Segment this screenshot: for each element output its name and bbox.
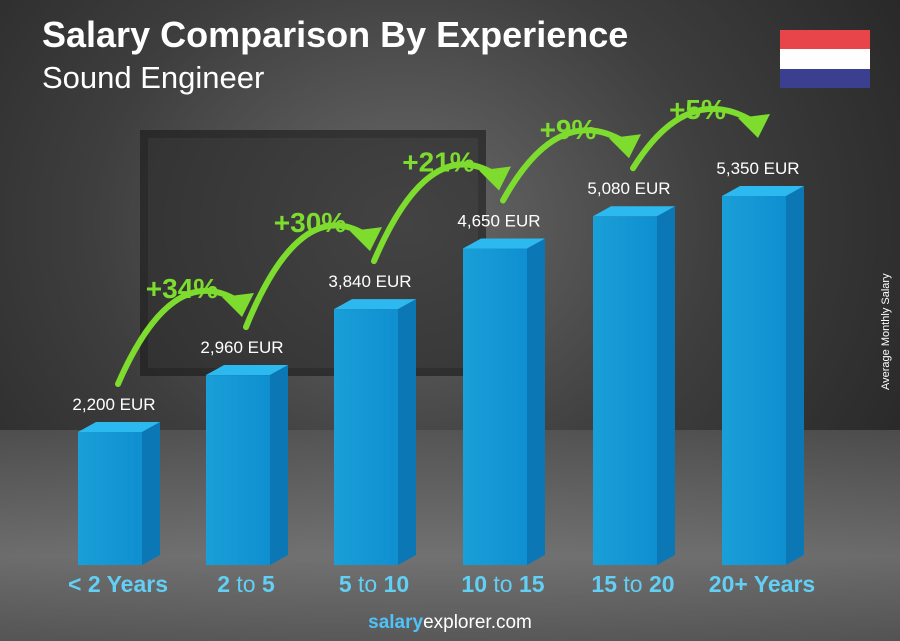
value-label: 5,350 EUR	[716, 159, 799, 178]
category-part: 15	[519, 571, 545, 597]
arrow-head	[222, 293, 254, 318]
category-part: < 2 Years	[68, 571, 168, 597]
category-part: to	[230, 571, 262, 597]
category-part: 10	[384, 571, 410, 597]
category-label: 2 to 5	[217, 571, 275, 597]
category-part: 5	[339, 571, 352, 597]
category-label: 10 to 15	[461, 571, 544, 597]
category-part: 15	[591, 571, 617, 597]
arrow-head	[609, 134, 641, 159]
bar-front	[334, 309, 398, 565]
category-label: 15 to 20	[591, 571, 674, 597]
arrow-head	[350, 227, 382, 252]
increase-arrow	[630, 105, 757, 172]
value-label: 4,650 EUR	[457, 211, 540, 230]
category-part: 2	[217, 571, 230, 597]
netherlands-flag-icon	[780, 30, 870, 88]
background-monitor	[140, 130, 486, 376]
bar-side	[270, 365, 288, 565]
value-label: 2,960 EUR	[200, 338, 283, 357]
bar-front	[463, 248, 527, 565]
bar-side	[398, 299, 416, 565]
increase-arrow	[115, 288, 241, 387]
brand-salary: salary	[368, 612, 424, 633]
category-part: 5	[262, 571, 275, 597]
category-part: to	[487, 571, 519, 597]
bar-side	[142, 422, 160, 565]
flag-stripe-blue	[780, 68, 870, 88]
flag-stripe-red	[780, 30, 870, 50]
category-part: to	[352, 571, 384, 597]
chart-subtitle: Sound Engineer	[42, 60, 265, 95]
category-part: 10	[461, 571, 487, 597]
category-label: 5 to 10	[339, 571, 409, 597]
category-label: 20+ Years	[709, 571, 815, 597]
increase-label: +5%	[669, 94, 726, 125]
bar-side	[527, 238, 545, 565]
increase-label: +9%	[540, 114, 597, 145]
bar-front	[593, 216, 657, 565]
value-label: 2,200 EUR	[72, 395, 155, 414]
flag-stripe-white	[780, 49, 870, 69]
bar-front	[722, 196, 786, 565]
bar-top	[206, 365, 288, 376]
value-label: 3,840 EUR	[328, 272, 411, 291]
increase-arrow	[500, 127, 628, 204]
brand-explorer: explorer	[423, 612, 491, 633]
footer-brand[interactable]: salaryexplorer.com	[0, 612, 900, 634]
increase-arrow	[243, 222, 369, 331]
value-label: 5,080 EUR	[587, 179, 670, 198]
category-part: to	[617, 571, 649, 597]
bar-top	[78, 422, 160, 432]
arrow-head	[738, 114, 770, 138]
bar-front	[206, 375, 270, 565]
bar-top	[334, 299, 416, 310]
bar-side	[786, 186, 804, 565]
increase-label: +30%	[274, 207, 346, 238]
category-label: < 2 Years	[68, 571, 168, 597]
increase-label: +34%	[146, 273, 218, 304]
brand-tld: .com	[490, 612, 532, 633]
category-part: 20	[649, 571, 675, 597]
category-part: 20+ Years	[709, 571, 815, 597]
bar-front	[78, 432, 142, 565]
chart-title: Salary Comparison By Experience	[42, 14, 629, 55]
increase-arrow	[371, 161, 498, 265]
bar-top	[463, 238, 545, 249]
increase-label: +21%	[402, 146, 474, 177]
bar-top	[722, 186, 804, 196]
bar-side	[657, 206, 675, 565]
bar-top	[593, 206, 675, 217]
arrow-head	[479, 166, 511, 191]
